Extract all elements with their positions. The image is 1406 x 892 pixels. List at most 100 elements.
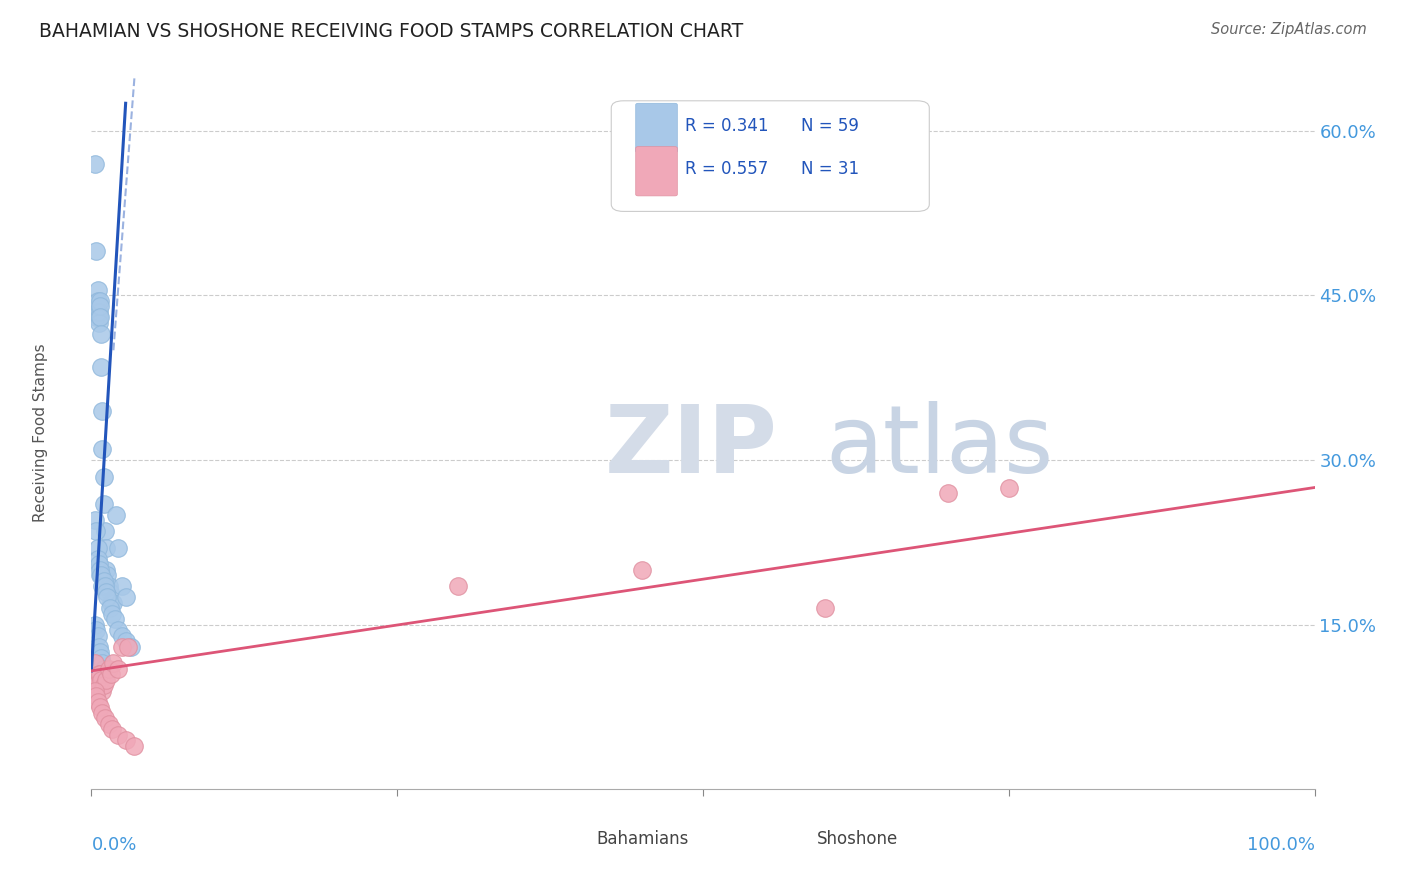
- Point: [107, 727, 129, 741]
- Point: [101, 722, 124, 736]
- Point: [998, 481, 1021, 495]
- Point: [93, 469, 115, 483]
- Point: [111, 629, 134, 643]
- FancyBboxPatch shape: [612, 101, 929, 211]
- Point: [101, 607, 124, 621]
- Point: [90, 326, 112, 341]
- FancyBboxPatch shape: [548, 825, 592, 856]
- Point: [122, 739, 145, 753]
- Point: [111, 640, 134, 654]
- FancyBboxPatch shape: [636, 146, 678, 196]
- Text: R = 0.341: R = 0.341: [685, 117, 768, 135]
- Point: [86, 695, 108, 709]
- Point: [84, 617, 107, 632]
- Point: [107, 662, 129, 676]
- Point: [84, 683, 107, 698]
- Point: [94, 579, 117, 593]
- Point: [87, 558, 110, 572]
- Point: [84, 689, 107, 703]
- Point: [87, 310, 110, 325]
- Text: ZIP: ZIP: [605, 401, 778, 493]
- Point: [91, 403, 114, 417]
- Point: [84, 656, 107, 670]
- Point: [86, 283, 108, 297]
- Point: [447, 579, 470, 593]
- Point: [104, 612, 127, 626]
- Text: atlas: atlas: [825, 401, 1053, 493]
- Point: [117, 640, 139, 654]
- Point: [97, 662, 120, 676]
- Point: [87, 305, 110, 319]
- Point: [89, 645, 111, 659]
- Point: [93, 678, 115, 692]
- Point: [89, 310, 111, 325]
- Point: [86, 541, 108, 555]
- Point: [84, 524, 107, 539]
- Point: [94, 524, 117, 539]
- Point: [89, 667, 111, 681]
- Point: [91, 656, 114, 670]
- Point: [84, 624, 107, 638]
- Text: N = 59: N = 59: [801, 117, 859, 135]
- Point: [93, 574, 115, 588]
- Point: [84, 156, 107, 170]
- Point: [89, 568, 111, 582]
- FancyBboxPatch shape: [768, 825, 811, 856]
- Text: 100.0%: 100.0%: [1247, 836, 1315, 854]
- Text: 0.0%: 0.0%: [91, 836, 136, 854]
- Point: [98, 584, 121, 599]
- Point: [96, 568, 118, 582]
- Point: [631, 563, 654, 577]
- Point: [104, 508, 127, 522]
- Point: [84, 678, 107, 692]
- Text: N = 31: N = 31: [801, 161, 859, 178]
- Text: R = 0.557: R = 0.557: [685, 161, 768, 178]
- Point: [94, 584, 117, 599]
- Point: [86, 293, 108, 308]
- Point: [93, 662, 115, 676]
- Point: [120, 640, 142, 654]
- Text: BAHAMIAN VS SHOSHONE RECEIVING FOOD STAMPS CORRELATION CHART: BAHAMIAN VS SHOSHONE RECEIVING FOOD STAM…: [39, 22, 744, 41]
- Point: [100, 596, 122, 610]
- Point: [107, 624, 129, 638]
- Point: [84, 513, 107, 527]
- Point: [107, 541, 129, 555]
- Point: [86, 552, 108, 566]
- Point: [89, 700, 111, 714]
- Point: [97, 716, 120, 731]
- Point: [86, 305, 108, 319]
- Point: [114, 634, 136, 648]
- Point: [94, 673, 117, 687]
- Point: [936, 486, 959, 500]
- Point: [89, 293, 111, 308]
- Point: [96, 591, 118, 605]
- Point: [97, 579, 120, 593]
- Text: Source: ZipAtlas.com: Source: ZipAtlas.com: [1211, 22, 1367, 37]
- Point: [86, 629, 108, 643]
- Point: [91, 706, 114, 720]
- Point: [91, 683, 114, 698]
- Point: [84, 310, 107, 325]
- Point: [84, 244, 107, 259]
- Text: Receiving Food Stamps: Receiving Food Stamps: [32, 343, 48, 522]
- Point: [87, 316, 110, 330]
- Point: [86, 673, 108, 687]
- Point: [100, 667, 122, 681]
- Point: [87, 667, 110, 681]
- FancyBboxPatch shape: [636, 103, 678, 153]
- Point: [98, 601, 121, 615]
- Point: [90, 673, 112, 687]
- Point: [91, 442, 114, 456]
- Text: Bahamians: Bahamians: [596, 830, 689, 848]
- Point: [90, 568, 112, 582]
- Point: [814, 601, 837, 615]
- Point: [87, 640, 110, 654]
- Point: [89, 563, 111, 577]
- Point: [90, 650, 112, 665]
- Point: [89, 299, 111, 313]
- Text: Shoshone: Shoshone: [817, 830, 898, 848]
- Point: [114, 733, 136, 747]
- Point: [94, 711, 117, 725]
- Point: [94, 541, 117, 555]
- Point: [94, 563, 117, 577]
